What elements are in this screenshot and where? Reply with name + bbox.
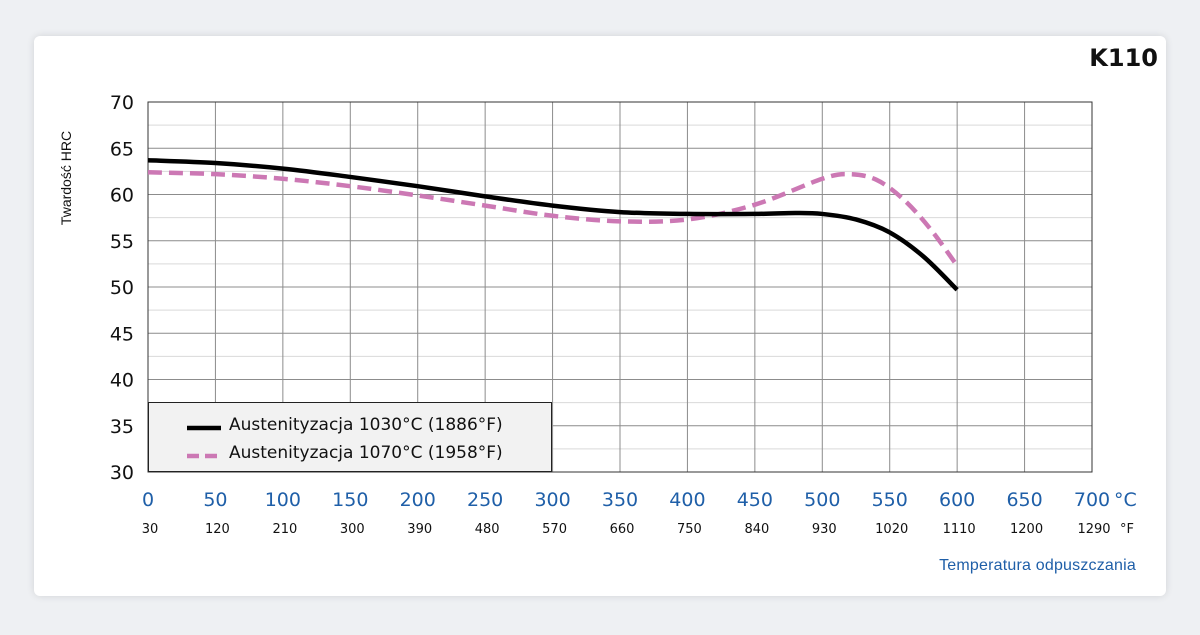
x-tick-label: 350 bbox=[602, 489, 638, 511]
x-unit-label: °C bbox=[1114, 489, 1137, 511]
x-tick-label: 150 bbox=[332, 489, 368, 511]
series-line-1030 bbox=[147, 158, 959, 292]
y-tick-label: 70 bbox=[110, 92, 134, 114]
series-line-1070 bbox=[147, 170, 959, 268]
x-tick-label: 200 bbox=[400, 489, 436, 511]
x-tick-label: 600 bbox=[939, 489, 975, 511]
y-tick-label: 45 bbox=[110, 323, 134, 345]
x-tick-label: 650 bbox=[1006, 489, 1042, 511]
y-tick-label: 35 bbox=[110, 416, 134, 438]
legend: Austenityzacja 1030°C (1886°F) Austenity… bbox=[148, 402, 552, 472]
x-tick-label-fahrenheit: 570 bbox=[542, 522, 567, 537]
x-tick-label-fahrenheit: 210 bbox=[272, 522, 297, 537]
x-tick-label-fahrenheit: 930 bbox=[812, 522, 837, 537]
x-tick-label-fahrenheit: 1290 bbox=[1077, 522, 1110, 537]
x-tick-label-fahrenheit: 1020 bbox=[875, 522, 908, 537]
x-tick-label: 700 bbox=[1074, 489, 1110, 511]
y-tick-label: 40 bbox=[110, 370, 134, 392]
x-tick-label: 500 bbox=[804, 489, 840, 511]
y-tick-label: 65 bbox=[110, 138, 134, 160]
x-axis-label: Temperatura odpuszczania bbox=[939, 557, 1136, 574]
x-tick-label: 250 bbox=[467, 489, 503, 511]
x-tick-label-fahrenheit: 660 bbox=[610, 522, 635, 537]
chart-title: K110 bbox=[1089, 44, 1158, 72]
x-tick-label-fahrenheit: 300 bbox=[340, 522, 365, 537]
y-tick-label: 30 bbox=[110, 462, 134, 484]
legend-swatch-dashed bbox=[187, 453, 221, 459]
plot-border bbox=[147, 101, 1093, 473]
x-tick-label: 50 bbox=[203, 489, 227, 511]
legend-entry-1070: Austenityzacja 1070°C (1958°F) bbox=[149, 439, 551, 469]
x-secondary-unit-label: °F bbox=[1120, 522, 1134, 537]
x-tick-label: 400 bbox=[669, 489, 705, 511]
x-tick-label-fahrenheit: 750 bbox=[677, 522, 702, 537]
legend-swatch-solid bbox=[187, 425, 221, 431]
x-tick-label-fahrenheit: 390 bbox=[407, 522, 432, 537]
x-tick-label: 450 bbox=[737, 489, 773, 511]
x-tick-label: 300 bbox=[534, 489, 570, 511]
legend-label: Austenityzacja 1030°C (1886°F) bbox=[229, 415, 503, 435]
x-tick-label-fahrenheit: 480 bbox=[475, 522, 500, 537]
x-tick-label-fahrenheit: 840 bbox=[744, 522, 769, 537]
legend-entry-1030: Austenityzacja 1030°C (1886°F) bbox=[149, 411, 551, 441]
y-tick-label: 60 bbox=[110, 185, 134, 207]
x-tick-label-fahrenheit: 1110 bbox=[943, 522, 976, 537]
x-tick-label: 0 bbox=[142, 489, 154, 511]
y-axis-label: Twardość HRC bbox=[58, 130, 74, 226]
x-tick-label-fahrenheit: 120 bbox=[205, 522, 230, 537]
x-tick-label: 100 bbox=[265, 489, 301, 511]
chart-canvas: 7065605550454035300305012010021015030020… bbox=[110, 92, 1137, 537]
x-tick-label: 550 bbox=[872, 489, 908, 511]
y-tick-label: 50 bbox=[110, 277, 134, 299]
y-tick-label: 55 bbox=[110, 231, 134, 253]
x-tick-label-fahrenheit: 30 bbox=[142, 522, 159, 537]
legend-label: Austenityzacja 1070°C (1958°F) bbox=[229, 443, 503, 463]
chart-card: 70 65 60 55 50 45 40 35 30 0 30 50 120 100 210 150 300 20… bbox=[34, 36, 1166, 596]
x-tick-label-fahrenheit: 1200 bbox=[1010, 522, 1043, 537]
